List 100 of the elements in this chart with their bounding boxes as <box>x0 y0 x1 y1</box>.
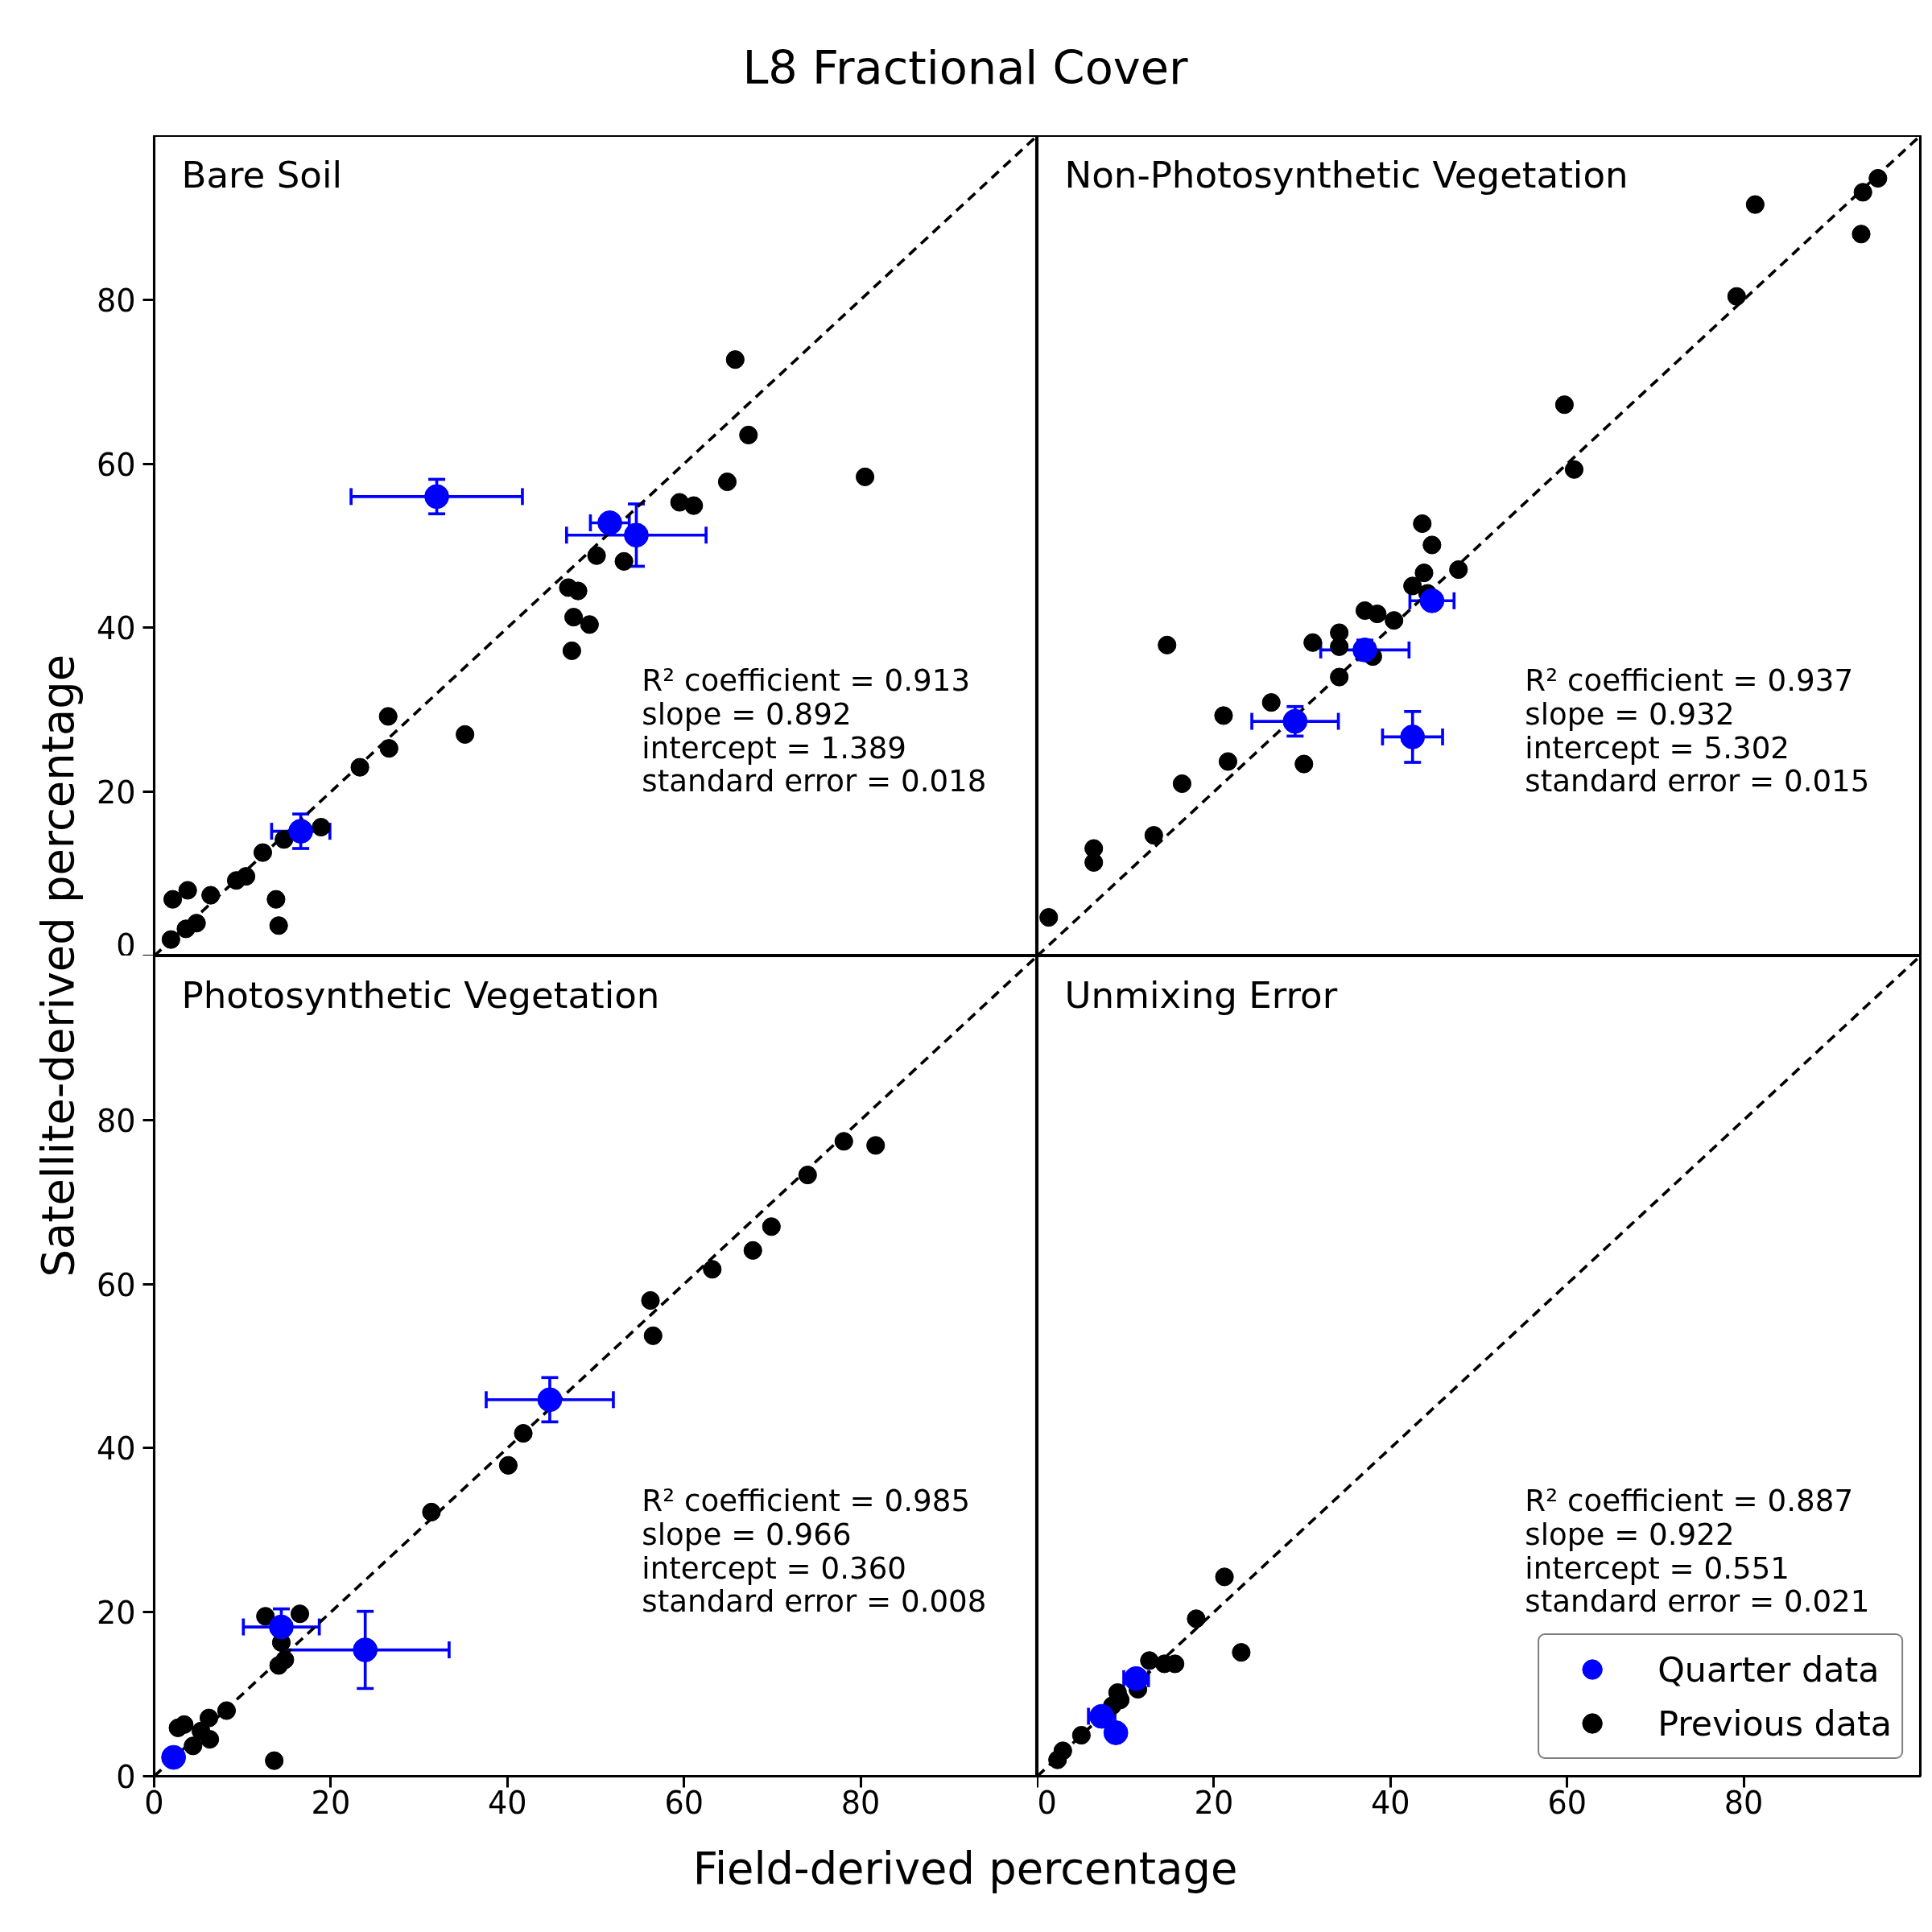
point <box>253 843 273 862</box>
point <box>312 817 331 837</box>
point <box>703 1260 722 1279</box>
x-tick-label: 80 <box>1724 1785 1764 1821</box>
point <box>643 1326 663 1345</box>
point <box>1303 633 1323 652</box>
point <box>422 1502 441 1521</box>
point <box>1419 588 1445 613</box>
point <box>1564 460 1584 479</box>
point <box>1368 605 1387 624</box>
point <box>1261 693 1281 712</box>
legend-label: Previous data <box>1657 1703 1892 1744</box>
point <box>199 1708 219 1728</box>
point <box>176 919 196 939</box>
point <box>1330 667 1349 687</box>
point <box>564 608 584 627</box>
point <box>161 1744 187 1770</box>
point <box>201 886 221 905</box>
point <box>378 707 398 726</box>
point <box>1422 535 1442 555</box>
point <box>641 1290 660 1311</box>
point <box>163 890 183 909</box>
point <box>684 496 704 515</box>
point <box>762 1217 781 1236</box>
point <box>1727 287 1746 306</box>
point <box>269 1656 288 1675</box>
point <box>587 546 606 565</box>
point <box>1039 908 1059 927</box>
x-tick-label: 60 <box>1547 1785 1587 1821</box>
point <box>1400 724 1426 749</box>
point <box>269 1614 294 1640</box>
x-tick-label: 20 <box>311 1785 351 1821</box>
point <box>1413 514 1432 534</box>
point <box>1294 754 1314 774</box>
point <box>855 467 875 486</box>
point <box>537 1387 563 1413</box>
y-tick-label: 60 <box>96 447 136 483</box>
y-axis-title: Satellite-derived percentage <box>32 654 84 1278</box>
point <box>1868 168 1888 188</box>
point <box>265 1751 284 1770</box>
x-tick-label: 60 <box>664 1785 704 1821</box>
y-tick-label: 0 <box>116 1760 136 1795</box>
point <box>456 724 475 744</box>
point <box>743 1241 762 1260</box>
text: Bare Soil <box>181 153 342 196</box>
point <box>269 916 288 935</box>
point <box>379 739 398 758</box>
point <box>597 510 622 535</box>
point <box>717 472 737 492</box>
point <box>350 758 369 777</box>
point <box>226 871 246 890</box>
point <box>424 484 449 510</box>
point <box>1449 559 1468 580</box>
point <box>1215 1567 1234 1587</box>
x-tick-label: 80 <box>840 1785 881 1821</box>
point <box>168 1718 188 1737</box>
point <box>1048 1750 1067 1769</box>
text: Unmixing Error <box>1064 973 1338 1017</box>
point <box>1218 752 1238 771</box>
point <box>514 1423 533 1443</box>
point <box>217 1701 237 1720</box>
x-tick-label: 0 <box>1037 1785 1057 1821</box>
x-tick-label: 0 <box>144 1785 164 1821</box>
point <box>1123 1666 1149 1691</box>
point <box>1232 1643 1251 1662</box>
y-tick-label: 20 <box>96 775 136 811</box>
point <box>798 1166 817 1185</box>
point <box>1852 225 1871 244</box>
point <box>1172 774 1191 794</box>
point <box>739 425 758 445</box>
point <box>1187 1609 1206 1629</box>
chart-title: L8 Fractional Cover <box>742 41 1189 95</box>
point <box>1282 708 1308 734</box>
point <box>161 930 180 949</box>
point <box>1853 183 1872 202</box>
y-tick-label: 60 <box>96 1267 136 1303</box>
point <box>1403 576 1422 596</box>
point <box>580 615 599 634</box>
point <box>1140 1651 1159 1670</box>
point <box>725 350 745 369</box>
legend-label: Quarter data <box>1657 1649 1880 1690</box>
point <box>1214 706 1233 725</box>
point <box>834 1132 853 1151</box>
text: Photosynthetic Vegetation <box>181 973 660 1017</box>
point <box>866 1136 886 1155</box>
point <box>568 581 588 601</box>
point <box>353 1637 378 1662</box>
point <box>178 881 197 900</box>
point <box>1158 635 1177 654</box>
y-tick-label: 80 <box>96 283 136 319</box>
x-tick-label: 20 <box>1194 1785 1234 1821</box>
point <box>266 890 286 909</box>
point <box>1071 1725 1091 1745</box>
point <box>275 830 294 849</box>
point <box>624 522 649 548</box>
point <box>614 551 634 571</box>
point <box>1385 611 1404 630</box>
point <box>200 1730 220 1749</box>
text: Non-Photosynthetic Vegetation <box>1064 153 1629 196</box>
x-tick-label: 40 <box>488 1785 527 1821</box>
